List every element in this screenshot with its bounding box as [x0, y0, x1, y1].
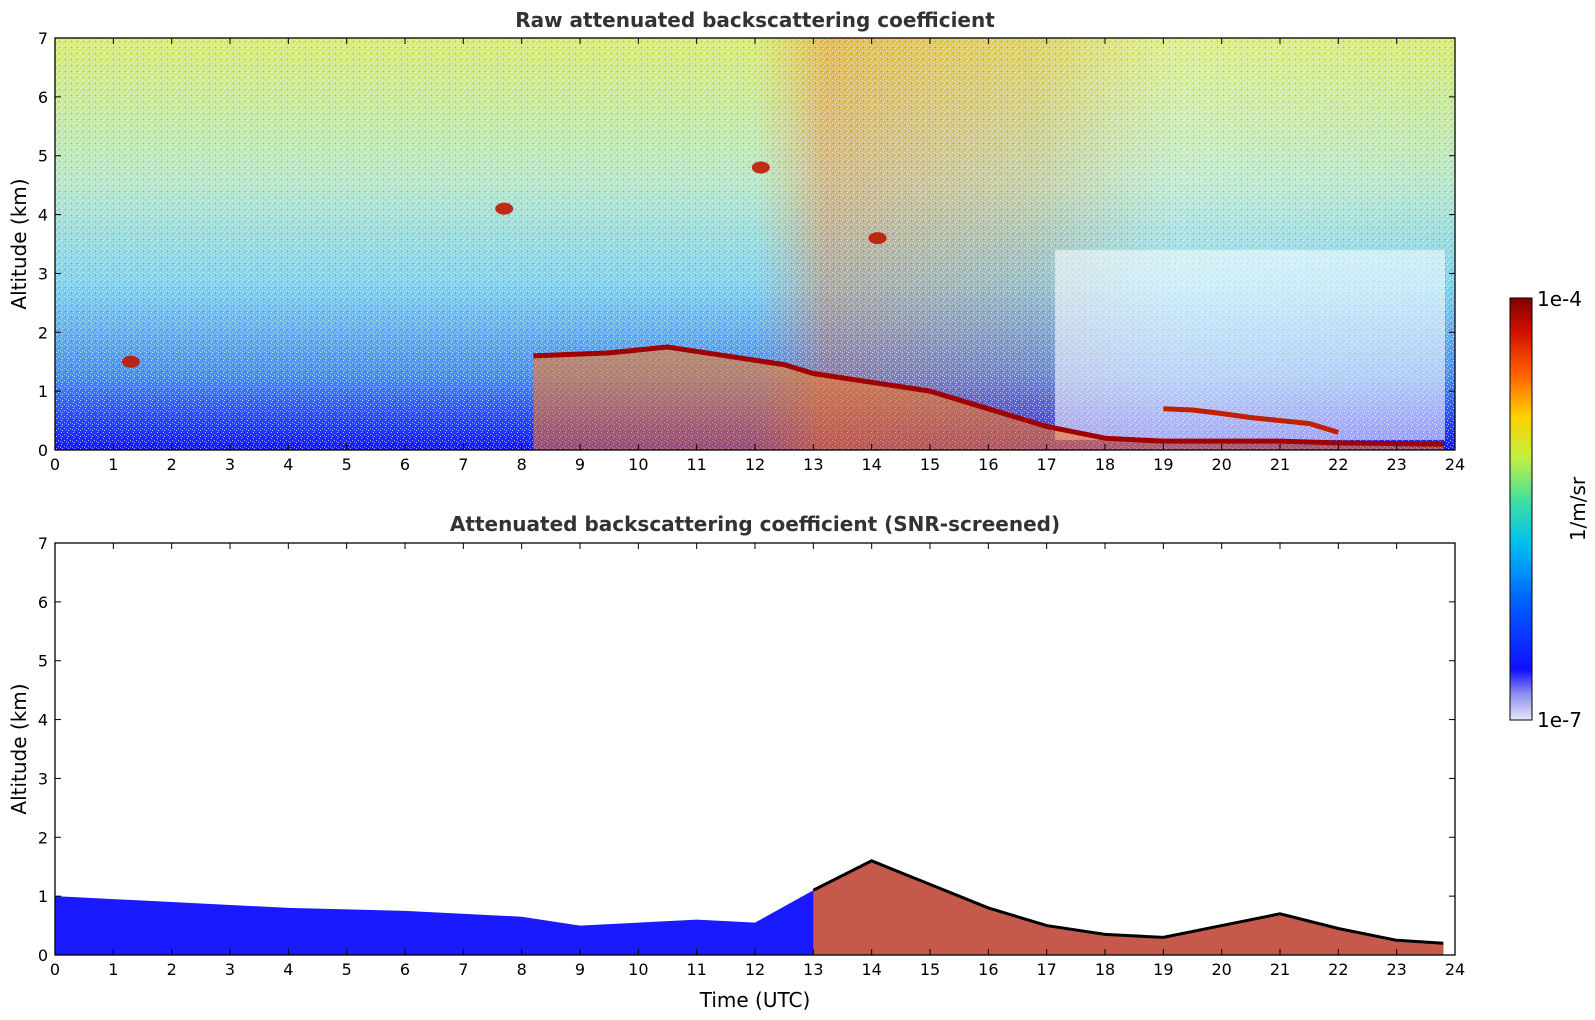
raw-clear-region	[1055, 250, 1445, 440]
x-tick-label: 23	[1386, 455, 1406, 474]
colorbar: 1e-4 1e-7 1/m/sr	[1509, 287, 1590, 732]
x-tick-label: 3	[225, 455, 235, 474]
x-tick-label: 15	[920, 960, 940, 979]
x-tick-label: 22	[1328, 455, 1348, 474]
raw-features	[121, 161, 1444, 450]
x-tick-label: 6	[400, 960, 410, 979]
panel-screened-axes: 0 1 2 3 4 5 6 7 8 9 10 11 12 13 14 15 16 17 18 19 20 21 22 23 24…	[38, 534, 1465, 979]
y-tick-label: 6	[38, 593, 48, 612]
y-tick-label: 6	[38, 88, 48, 107]
x-tick-label: 7	[458, 960, 468, 979]
y-tick-label: 2	[38, 323, 48, 342]
x-tick-label: 9	[575, 455, 585, 474]
x-tick-label: 9	[575, 960, 585, 979]
colorbar-min-label: 1e-7	[1537, 708, 1582, 732]
panel-raw-heatmap	[55, 38, 1455, 450]
x-tick-label: 23	[1386, 960, 1406, 979]
x-tick-label: 8	[517, 455, 527, 474]
x-tick-label: 16	[978, 960, 998, 979]
x-tick-label: 17	[1036, 455, 1056, 474]
x-tick-label: 8	[517, 960, 527, 979]
x-tick-label: 0	[50, 455, 60, 474]
x-tick-label: 2	[167, 960, 177, 979]
y-tick-label: 5	[38, 147, 48, 166]
y-tick-label: 1	[38, 887, 48, 906]
panel-screened-xlabel: Time (UTC)	[699, 988, 811, 1012]
colorbar-unit-label: 1/m/sr	[1566, 476, 1590, 541]
x-tick-label: 19	[1153, 455, 1173, 474]
cloud-patch	[121, 355, 140, 368]
x-tick-label: 0	[50, 960, 60, 979]
cloud-patch	[751, 161, 770, 174]
panel-screened: Attenuated backscattering coefficient (S…	[7, 512, 1465, 1012]
y-tick-label: 4	[38, 206, 48, 225]
cloud-patch	[495, 202, 514, 215]
x-tick-label: 12	[745, 455, 765, 474]
colorbar-max-label: 1e-4	[1537, 287, 1582, 311]
x-tick-label: 11	[686, 455, 706, 474]
x-tick-label: 12	[745, 960, 765, 979]
panel-raw: Raw attenuated backscattering coefficien…	[7, 8, 1465, 474]
panel-screened-frame	[54, 542, 1456, 956]
y-tick-label: 0	[38, 441, 48, 460]
x-tick-label: 11	[686, 960, 706, 979]
y-tick-label: 0	[38, 946, 48, 965]
x-tick-label: 22	[1328, 960, 1348, 979]
x-tick-label: 18	[1095, 455, 1115, 474]
x-tick-label: 3	[225, 960, 235, 979]
y-tick-label: 1	[38, 382, 48, 401]
x-tick-label: 20	[1211, 960, 1231, 979]
y-tick-label: 3	[38, 769, 48, 788]
boundary-layer-top-line	[533, 344, 1444, 447]
screened-signal-area	[55, 860, 1444, 955]
x-tick-label: 17	[1036, 960, 1056, 979]
panel-raw-axes: 0 1 2 3 4 5 6 7 8 9 10 11 12 13 14 15 16 17 18 19 20 21 22 23 24…	[38, 29, 1465, 474]
x-tick-label: 10	[628, 960, 648, 979]
panel-screened-ylabel: Altitude (km)	[7, 683, 31, 814]
x-tick-label: 5	[342, 455, 352, 474]
x-tick-label: 2	[167, 455, 177, 474]
y-tick-label: 5	[38, 652, 48, 671]
y-tick-label: 3	[38, 264, 48, 283]
x-tick-label: 13	[803, 960, 823, 979]
panel-raw-title: Raw attenuated backscattering coefficien…	[515, 8, 995, 32]
x-tick-label: 1	[108, 455, 118, 474]
x-tick-label: 16	[978, 455, 998, 474]
x-tick-label: 10	[628, 455, 648, 474]
colorbar-gradient	[1509, 297, 1533, 721]
x-tick-label: 24	[1445, 960, 1465, 979]
x-tick-label: 13	[803, 455, 823, 474]
x-tick-label: 21	[1270, 455, 1290, 474]
screened-features	[55, 859, 1444, 955]
elevated-layer-line	[1163, 406, 1340, 435]
panel-screened-title: Attenuated backscattering coefficient (S…	[450, 512, 1060, 536]
x-tick-label: 14	[861, 960, 881, 979]
y-tick-label: 7	[38, 29, 48, 48]
screened-aerosol-area	[813, 860, 1444, 955]
x-tick-label: 6	[400, 455, 410, 474]
x-tick-label: 21	[1270, 960, 1290, 979]
x-tick-label: 1	[108, 960, 118, 979]
cloud-patch	[868, 232, 887, 245]
y-tick-label: 4	[38, 711, 48, 730]
screened-layer-top-line	[812, 859, 1444, 945]
x-tick-label: 4	[283, 960, 293, 979]
x-tick-label: 15	[920, 455, 940, 474]
y-tick-label: 7	[38, 534, 48, 553]
x-tick-label: 5	[342, 960, 352, 979]
x-tick-label: 19	[1153, 960, 1173, 979]
x-tick-label: 4	[283, 455, 293, 474]
x-tick-label: 18	[1095, 960, 1115, 979]
x-tick-label: 14	[861, 455, 881, 474]
y-tick-label: 2	[38, 828, 48, 847]
panel-screened-heatmap	[55, 859, 1444, 955]
x-tick-label: 20	[1211, 455, 1231, 474]
x-tick-label: 24	[1445, 455, 1465, 474]
panel-raw-ylabel: Altitude (km)	[7, 178, 31, 309]
boundary-layer-band	[533, 347, 1444, 450]
x-tick-label: 7	[458, 455, 468, 474]
